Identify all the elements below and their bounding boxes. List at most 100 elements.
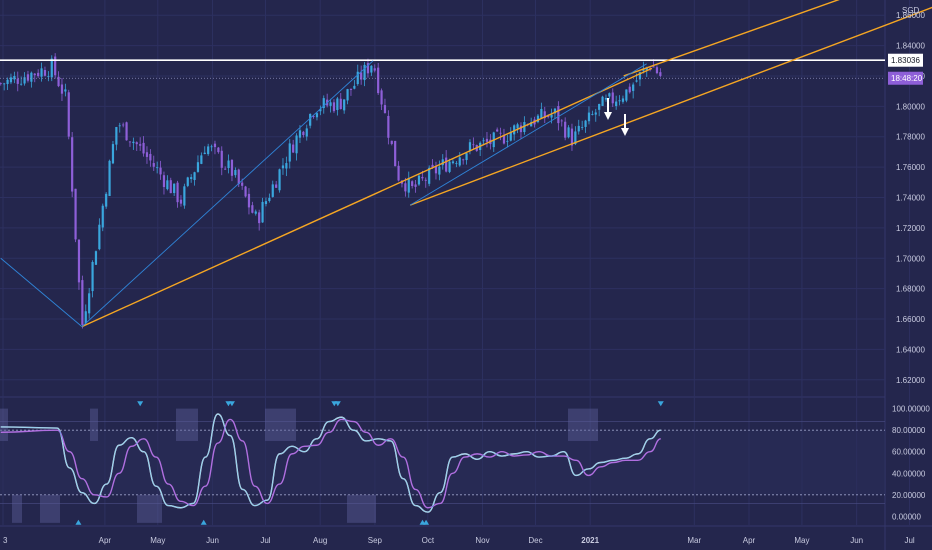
signal-zone — [176, 408, 198, 441]
candle-body — [655, 67, 659, 74]
candle-body — [523, 122, 526, 133]
candle-body — [213, 143, 217, 148]
candle-body — [224, 168, 227, 170]
candle-body — [298, 130, 302, 138]
candle-body — [638, 72, 642, 80]
candle-body — [128, 141, 132, 143]
candle-body — [390, 140, 393, 144]
candle-body — [496, 129, 499, 132]
time-axis: 3 Apr May Jun Jul Aug Sep Oct Nov Dec 2021 Mar Apr Ma… — [3, 536, 915, 545]
candle-body — [380, 90, 383, 105]
signal-up-icon — [75, 519, 82, 525]
candle-body — [652, 66, 655, 68]
candle-body — [407, 178, 410, 193]
candle-body — [455, 163, 458, 164]
candle-body — [645, 67, 648, 71]
candle-body — [295, 135, 298, 154]
level-price-label: 1.83036 — [891, 56, 920, 65]
signal-zone — [90, 408, 98, 441]
candle-body — [173, 183, 176, 194]
candle-body — [519, 125, 523, 133]
signal-down-icon — [137, 401, 144, 407]
candle-body — [196, 162, 200, 172]
candle-body — [278, 169, 281, 191]
signal-zone — [568, 408, 598, 441]
candle-body — [346, 89, 349, 101]
price-tick-label: 1.72000 — [896, 224, 925, 233]
stoch-k-tint — [0, 413, 661, 513]
candle-body — [329, 102, 332, 106]
time-tick-label: 3 — [3, 536, 8, 545]
candle-body — [210, 146, 213, 148]
candle-body — [353, 85, 356, 89]
candle-body — [234, 169, 237, 176]
candle-body — [336, 98, 339, 110]
signal-zone — [137, 494, 162, 523]
candle-body — [281, 165, 285, 169]
candle-body — [57, 76, 60, 87]
trendline — [81, 60, 374, 327]
candle-body — [251, 205, 254, 213]
candle-body — [516, 124, 519, 129]
candle-body — [3, 83, 6, 85]
price-tick-label: 1.86000 — [896, 11, 925, 20]
candle-body — [268, 197, 271, 201]
candle-body — [628, 86, 631, 93]
indicator-bands — [0, 408, 885, 523]
time-tick-label: Mar — [687, 536, 701, 545]
candle-body — [366, 63, 370, 74]
candle-body — [543, 111, 546, 119]
candle-body — [285, 163, 288, 169]
candle-body — [132, 141, 135, 144]
candle-body — [530, 122, 533, 127]
candle-body — [254, 211, 257, 214]
candle-body — [322, 98, 325, 109]
time-tick-label: Sep — [368, 536, 383, 545]
last-price-label: 18:48:20 — [891, 74, 923, 83]
trend-drawings — [0, 0, 932, 328]
indicator-band — [0, 430, 885, 495]
candle-body — [621, 98, 625, 102]
candle-body — [553, 108, 557, 114]
candle-body — [9, 77, 13, 83]
time-tick-label: Apr — [743, 536, 756, 545]
candle-body — [499, 132, 502, 134]
price-tick-label: 1.68000 — [896, 285, 925, 294]
candle-body — [370, 65, 373, 73]
signal-zone — [0, 408, 8, 441]
candle-body — [373, 68, 376, 71]
candle-body — [618, 100, 621, 102]
candle-body — [315, 113, 319, 118]
candle-body — [601, 96, 604, 106]
last-price-label-box — [888, 71, 923, 85]
signal-down-icon — [228, 401, 235, 407]
time-tick-label: Nov — [475, 536, 489, 545]
signal-zone — [265, 408, 296, 441]
candle-body — [506, 140, 509, 142]
candle-body — [445, 157, 448, 172]
candle-body — [377, 67, 380, 94]
candle-body — [339, 98, 342, 110]
candle-body — [258, 212, 261, 224]
candle-body — [94, 251, 98, 265]
candle-body — [292, 144, 295, 153]
candle-body — [577, 125, 580, 132]
candle-body — [6, 79, 9, 85]
price-tick-label: 1.74000 — [896, 194, 925, 203]
trendline — [409, 6, 932, 206]
candle-body — [101, 205, 104, 228]
candle-body — [659, 72, 662, 76]
candle-body — [230, 160, 234, 176]
candle-body — [485, 138, 489, 142]
candle-body — [462, 159, 465, 161]
candle-body — [397, 165, 400, 181]
candle-body — [149, 153, 152, 161]
price-tick-label: 1.76000 — [896, 163, 925, 172]
candle-body — [584, 120, 587, 127]
candle-body — [40, 68, 43, 77]
candle-body — [64, 89, 67, 92]
candle-body — [404, 183, 407, 192]
candle-body — [43, 70, 47, 76]
candle-body — [319, 109, 322, 112]
candle-body — [115, 126, 118, 145]
